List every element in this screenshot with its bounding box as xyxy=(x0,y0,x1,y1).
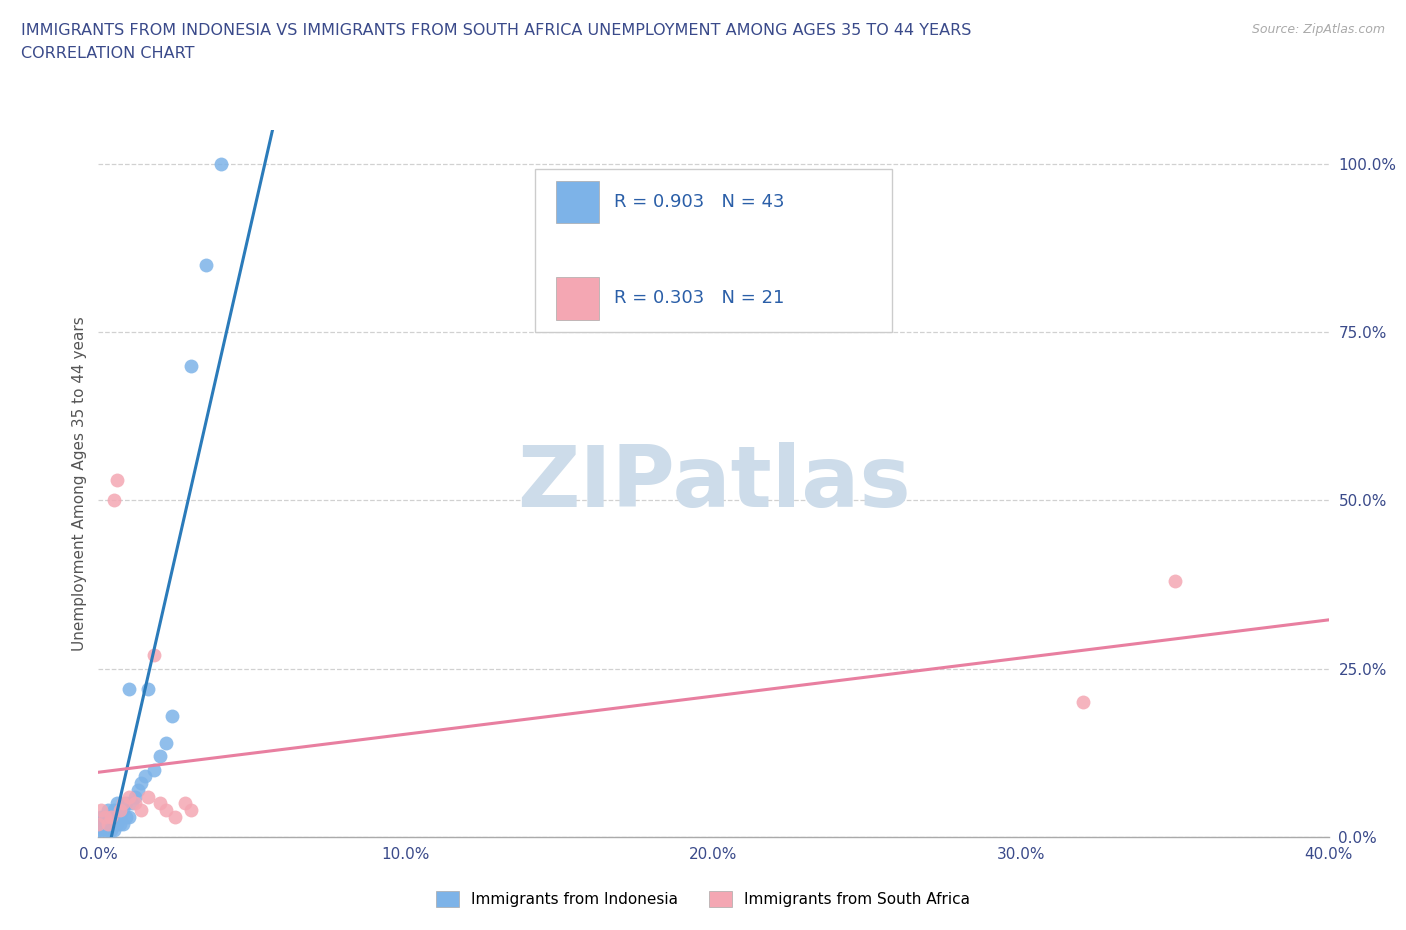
Point xyxy=(93,817,115,831)
Text: R = 0.903   N = 43: R = 0.903 N = 43 xyxy=(614,193,785,211)
Point xyxy=(90,803,112,817)
FancyBboxPatch shape xyxy=(536,169,891,332)
Point xyxy=(115,809,138,824)
Point xyxy=(105,817,128,831)
Point xyxy=(180,803,202,817)
Point xyxy=(124,796,146,811)
Point xyxy=(93,809,115,824)
Point xyxy=(90,809,112,824)
Point xyxy=(121,796,143,811)
Text: CORRELATION CHART: CORRELATION CHART xyxy=(21,46,194,61)
Point xyxy=(195,258,218,272)
Text: R = 0.303   N = 21: R = 0.303 N = 21 xyxy=(614,289,785,308)
Point xyxy=(124,790,146,804)
Point xyxy=(100,823,122,838)
Point xyxy=(93,823,115,838)
Point xyxy=(90,823,112,838)
Point xyxy=(108,809,131,824)
Point xyxy=(173,796,195,811)
Y-axis label: Unemployment Among Ages 35 to 44 years: Unemployment Among Ages 35 to 44 years xyxy=(72,316,87,651)
Point xyxy=(108,803,131,817)
Text: Source: ZipAtlas.com: Source: ZipAtlas.com xyxy=(1251,23,1385,36)
Point xyxy=(105,809,128,824)
Point xyxy=(131,803,153,817)
Text: IMMIGRANTS FROM INDONESIA VS IMMIGRANTS FROM SOUTH AFRICA UNEMPLOYMENT AMONG AGE: IMMIGRANTS FROM INDONESIA VS IMMIGRANTS … xyxy=(21,23,972,38)
Legend: Immigrants from Indonesia, Immigrants from South Africa: Immigrants from Indonesia, Immigrants fr… xyxy=(430,884,976,913)
Point xyxy=(149,796,172,811)
Point xyxy=(87,817,110,831)
Point xyxy=(105,796,128,811)
Point xyxy=(108,803,131,817)
Point xyxy=(103,823,125,838)
Point xyxy=(1071,695,1094,710)
Point xyxy=(93,809,115,824)
Point xyxy=(180,358,202,373)
Point xyxy=(134,769,156,784)
Point xyxy=(131,776,153,790)
Bar xyxy=(557,277,599,320)
Point xyxy=(1164,574,1187,589)
Point xyxy=(118,790,141,804)
Point xyxy=(103,493,125,508)
Point xyxy=(112,796,135,811)
Point xyxy=(112,803,135,817)
Point xyxy=(118,809,141,824)
Point xyxy=(87,817,110,831)
Point xyxy=(155,736,177,751)
Point xyxy=(103,817,125,831)
Point xyxy=(87,823,110,838)
Point xyxy=(97,809,120,824)
Point xyxy=(155,803,177,817)
Text: ZIPatlas: ZIPatlas xyxy=(516,442,911,525)
Point xyxy=(97,817,120,831)
Point xyxy=(149,749,172,764)
Point xyxy=(100,809,122,824)
Point xyxy=(97,803,120,817)
Point xyxy=(90,817,112,831)
Point xyxy=(108,817,131,831)
Point xyxy=(142,763,165,777)
Point xyxy=(136,682,159,697)
Point xyxy=(105,472,128,487)
Point xyxy=(127,782,149,797)
Point xyxy=(100,817,122,831)
Point xyxy=(211,156,233,171)
Bar xyxy=(557,181,599,223)
Point xyxy=(97,817,120,831)
Point xyxy=(118,682,141,697)
Point xyxy=(112,817,135,831)
Point xyxy=(162,709,183,724)
Point xyxy=(165,809,187,824)
Point xyxy=(142,648,165,663)
Point xyxy=(100,809,122,824)
Point xyxy=(103,803,125,817)
Point xyxy=(115,796,138,811)
Point xyxy=(97,823,120,838)
Point xyxy=(136,790,159,804)
